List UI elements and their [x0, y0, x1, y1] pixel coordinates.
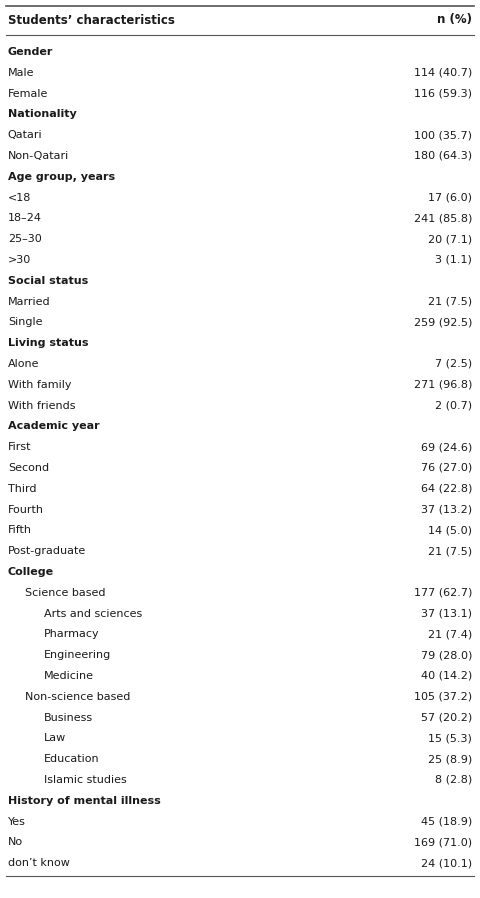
Text: >30: >30: [8, 255, 31, 265]
Text: 18–24: 18–24: [8, 214, 42, 224]
Text: 21 (7.4): 21 (7.4): [428, 629, 472, 639]
Text: 64 (22.8): 64 (22.8): [421, 484, 472, 494]
Text: 40 (14.2): 40 (14.2): [421, 671, 472, 681]
Text: 8 (2.8): 8 (2.8): [435, 775, 472, 785]
Text: Business: Business: [44, 713, 93, 723]
Text: 69 (24.6): 69 (24.6): [421, 442, 472, 453]
Text: 15 (5.3): 15 (5.3): [428, 734, 472, 744]
Text: 177 (62.7): 177 (62.7): [414, 588, 472, 598]
Text: Living status: Living status: [8, 339, 88, 348]
Text: 20 (7.1): 20 (7.1): [428, 234, 472, 244]
Text: Pharmacy: Pharmacy: [44, 629, 100, 639]
Text: 271 (96.8): 271 (96.8): [414, 380, 472, 390]
Text: don’t know: don’t know: [8, 858, 70, 868]
Text: 37 (13.2): 37 (13.2): [421, 505, 472, 515]
Text: Academic year: Academic year: [8, 421, 99, 431]
Text: No: No: [8, 838, 23, 848]
Text: Islamic studies: Islamic studies: [44, 775, 127, 785]
Text: 21 (7.5): 21 (7.5): [428, 546, 472, 556]
Text: Gender: Gender: [8, 47, 53, 57]
Text: 45 (18.9): 45 (18.9): [421, 816, 472, 826]
Text: With friends: With friends: [8, 401, 75, 410]
Text: Fourth: Fourth: [8, 505, 44, 515]
Text: 180 (64.3): 180 (64.3): [414, 151, 472, 161]
Text: 14 (5.0): 14 (5.0): [428, 525, 472, 535]
Text: Non-Qatari: Non-Qatari: [8, 151, 69, 161]
Text: Law: Law: [44, 734, 66, 744]
Text: Male: Male: [8, 68, 34, 78]
Text: 25–30: 25–30: [8, 234, 41, 244]
Text: Engineering: Engineering: [44, 650, 111, 660]
Text: Arts and sciences: Arts and sciences: [44, 609, 143, 619]
Text: Married: Married: [8, 296, 50, 306]
Text: 105 (37.2): 105 (37.2): [414, 691, 472, 702]
Text: Medicine: Medicine: [44, 671, 94, 681]
Text: Qatari: Qatari: [8, 130, 42, 140]
Text: 241 (85.8): 241 (85.8): [414, 214, 472, 224]
Text: <18: <18: [8, 192, 31, 203]
Text: 25 (8.9): 25 (8.9): [428, 754, 472, 764]
Text: 7 (2.5): 7 (2.5): [435, 359, 472, 369]
Text: 37 (13.1): 37 (13.1): [421, 609, 472, 619]
Text: 169 (71.0): 169 (71.0): [414, 838, 472, 848]
Text: Nationality: Nationality: [8, 110, 76, 119]
Text: Yes: Yes: [8, 816, 25, 826]
Text: Third: Third: [8, 484, 36, 494]
Text: 57 (20.2): 57 (20.2): [421, 713, 472, 723]
Text: Students’ characteristics: Students’ characteristics: [8, 13, 175, 27]
Text: History of mental illness: History of mental illness: [8, 796, 160, 806]
Text: 259 (92.5): 259 (92.5): [414, 317, 472, 328]
Text: Post-graduate: Post-graduate: [8, 546, 86, 556]
Text: With family: With family: [8, 380, 71, 390]
Text: Non-science based: Non-science based: [25, 691, 131, 702]
Text: 100 (35.7): 100 (35.7): [414, 130, 472, 140]
Text: 24 (10.1): 24 (10.1): [421, 858, 472, 868]
Text: Single: Single: [8, 317, 42, 328]
Text: 76 (27.0): 76 (27.0): [421, 463, 472, 473]
Text: Age group, years: Age group, years: [8, 172, 115, 181]
Text: Social status: Social status: [8, 276, 88, 286]
Text: Education: Education: [44, 754, 100, 764]
Text: 17 (6.0): 17 (6.0): [428, 192, 472, 203]
Text: 114 (40.7): 114 (40.7): [414, 68, 472, 78]
Text: Female: Female: [8, 89, 48, 99]
Text: 21 (7.5): 21 (7.5): [428, 296, 472, 306]
Text: 2 (0.7): 2 (0.7): [435, 401, 472, 410]
Text: 3 (1.1): 3 (1.1): [435, 255, 472, 265]
Text: 116 (59.3): 116 (59.3): [414, 89, 472, 99]
Text: n (%): n (%): [437, 13, 472, 27]
Text: First: First: [8, 442, 31, 453]
Text: Alone: Alone: [8, 359, 39, 369]
Text: Second: Second: [8, 463, 49, 473]
Text: College: College: [8, 567, 54, 577]
Text: 79 (28.0): 79 (28.0): [421, 650, 472, 660]
Text: Fifth: Fifth: [8, 525, 32, 535]
Text: Science based: Science based: [25, 588, 106, 598]
